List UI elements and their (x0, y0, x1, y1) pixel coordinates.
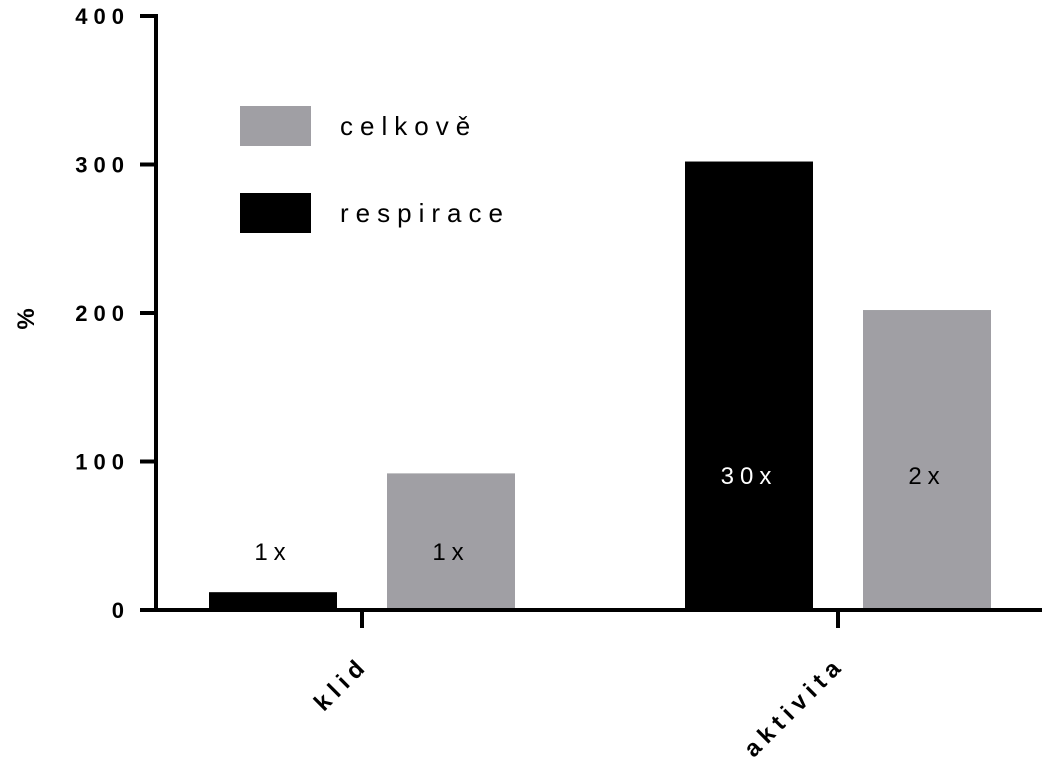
data-label: 1x (254, 539, 291, 566)
legend: celkově respirace (240, 106, 510, 233)
y-tick-label: 300 (75, 153, 130, 178)
plot-area: 1x 30x 1x 2x (209, 161, 991, 610)
bar-celkově-klid (387, 473, 515, 610)
x-axis: klid aktivita (154, 608, 1042, 763)
legend-label: respirace (340, 198, 510, 228)
data-label: 2x (908, 463, 945, 490)
y-tick-label: 400 (75, 4, 130, 29)
bar-celkově-aktivita (863, 310, 991, 610)
bar-respirace-aktivita (685, 161, 813, 610)
data-label: 30x (721, 463, 778, 490)
y-tick-label: 0 (112, 598, 130, 623)
legend-swatch (240, 193, 311, 233)
y-tick-label: 200 (75, 301, 130, 326)
x-tick-label: aktivita (739, 651, 851, 763)
y-axis: 0 100 200 300 400 (75, 4, 158, 623)
bar-respirace-klid (209, 592, 337, 610)
legend-swatch (240, 106, 311, 146)
data-label: 1x (432, 539, 469, 566)
y-axis-title: % (13, 308, 40, 329)
legend-label: celkově (340, 111, 477, 141)
x-tick-label: klid (309, 651, 374, 716)
y-tick-label: 100 (75, 450, 130, 475)
